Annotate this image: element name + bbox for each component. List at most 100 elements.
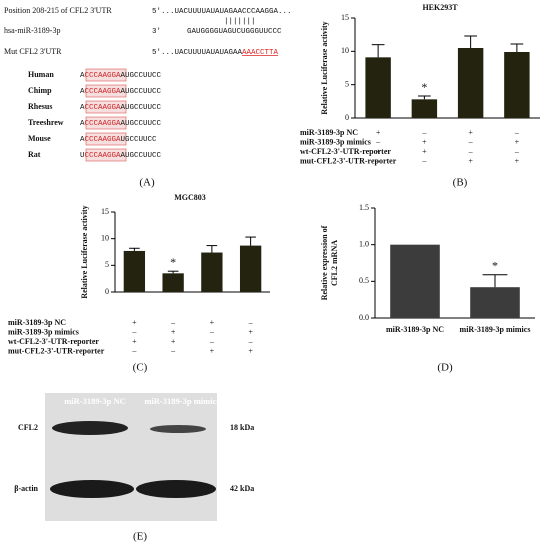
bar	[504, 52, 530, 118]
bar	[470, 287, 520, 318]
y-tick-label: 0.5	[359, 276, 369, 285]
panel-label: (B)	[453, 177, 468, 189]
condition-mark: +	[171, 327, 176, 336]
condition-mark: –	[468, 147, 474, 156]
bar	[201, 252, 223, 292]
size-label: 18 kDa	[230, 423, 254, 432]
chart-title: MGC803	[174, 193, 206, 202]
seq-pre: A	[80, 120, 85, 128]
condition-mark: –	[421, 128, 427, 137]
condition-mark: +	[171, 337, 176, 346]
y-axis-label: Relative expression of	[320, 225, 329, 300]
y-tick-label: 1.0	[359, 239, 369, 248]
y-tick-label: 0	[345, 113, 349, 122]
significance: *	[170, 255, 176, 269]
condition-mark: –	[375, 156, 381, 165]
y-tick-label: 5	[105, 260, 109, 269]
panel-label: (C)	[133, 362, 148, 374]
y-tick-label: 0.0	[359, 313, 369, 322]
species-sequence: ACCCAAGGAAUGCCUUCC	[80, 120, 162, 128]
y-axis-label: Relative Luciferase activity	[320, 21, 329, 114]
y-tick-label: 5	[345, 79, 349, 88]
y-axis-label: CFL2 mRNA	[330, 240, 339, 286]
condition-label: miR-3189-3p NC	[300, 128, 358, 137]
condition-mark: +	[248, 327, 253, 336]
lane-label: miR-3189-3p mimics	[144, 396, 220, 406]
condition-mark: +	[422, 147, 427, 156]
seq-site: CCCAAGGA	[85, 72, 122, 80]
condition-label: wt-CFL2-3'-UTR-reporter	[300, 147, 391, 156]
species-sequence: ACCCAAGGAAUGCCUUCC	[80, 88, 162, 96]
bar	[239, 245, 262, 292]
condition-mark: +	[376, 147, 381, 156]
bar	[457, 48, 484, 118]
condition-mark: +	[515, 137, 520, 146]
bar	[390, 244, 440, 318]
seq-post: AUGCCUUCC	[121, 72, 162, 80]
panel-label: (D)	[437, 362, 453, 374]
bar	[365, 57, 391, 118]
condition-mark: –	[131, 346, 137, 355]
mutation: AAACCTTA	[242, 49, 279, 57]
panel-e: (E)	[45, 393, 217, 543]
condition-mark: +	[132, 318, 137, 327]
condition-mark: +	[210, 346, 215, 355]
species-sequence: ACCCAAGGAAUGCCUUCC	[80, 104, 162, 112]
protein-label: CFL2	[18, 423, 38, 432]
condition-mark: –	[248, 337, 254, 346]
site-box	[85, 68, 127, 82]
condition-mark: –	[421, 156, 427, 165]
seq-site: CCCAAGGA	[85, 120, 122, 128]
y-tick-label: 10	[101, 233, 109, 242]
band	[136, 480, 216, 498]
condition-mark: +	[422, 137, 427, 146]
seq-post: AUGCCUUCC	[121, 120, 162, 128]
condition-label: mut-CFL2-3'-UTR-reporter	[8, 346, 105, 355]
seq-site: CCCAAGGA	[85, 136, 122, 144]
y-axis-label: Relative Luciferase activity	[80, 205, 89, 298]
condition-mark: –	[468, 137, 474, 146]
condition-label: mut-CFL2-3'-UTR-reporter	[300, 156, 397, 165]
mutant-sequence: 5'...UACUUUUAUAUAGAAAAACCTTA	[152, 49, 279, 57]
seq-post: AUGCCUUCC	[121, 152, 162, 160]
protein-label: β-actin	[14, 484, 38, 493]
condition-label: miR-3189-3p mimics	[300, 137, 371, 146]
seq-pre: A	[80, 104, 85, 112]
species-sequence: ACCCAAGGAAUGCCUUCC	[80, 72, 162, 80]
size-label: 42 kDa	[230, 484, 254, 493]
x-tick-label: miR-3189-3p NC	[386, 325, 444, 334]
panel-a: Position 208-215 of CFL2 3'UTR 5'...UACU…	[4, 6, 292, 189]
target-label: Position 208-215 of CFL2 3'UTR	[4, 6, 112, 15]
mutant-label: Mut CFL2 3'UTR	[4, 47, 62, 56]
condition-mark: +	[468, 128, 473, 137]
condition-mark: –	[209, 327, 215, 336]
mirna-label: hsa-miR-3189-3p	[4, 26, 60, 35]
condition-mark: –	[170, 346, 176, 355]
chart-title: HEK293T	[422, 3, 458, 12]
condition-label: miR-3189-3p NC	[8, 318, 66, 327]
pairing: |||||||	[224, 18, 256, 26]
condition-mark: –	[248, 318, 254, 327]
condition-mark: –	[514, 128, 520, 137]
condition-label: miR-3189-3p mimics	[8, 327, 79, 336]
seq-site: CCCAAGGA	[85, 104, 122, 112]
seq-post: UGCCUUCC	[121, 136, 158, 144]
seq-pre: A	[80, 136, 85, 144]
seq-pre: U	[80, 152, 85, 160]
site-box	[85, 84, 127, 98]
site-box	[85, 132, 127, 146]
condition-label: wt-CFL2-3'-UTR-reporter	[8, 337, 99, 346]
condition-mark: +	[132, 337, 137, 346]
species-name: Chimp	[28, 86, 52, 95]
species-name: Rhesus	[28, 102, 52, 111]
blot	[45, 393, 217, 521]
band	[150, 425, 206, 433]
y-tick-label: 10	[341, 46, 349, 55]
species-name: Mouse	[28, 134, 51, 143]
site-box	[85, 148, 127, 162]
condition-mark: +	[248, 346, 253, 355]
condition-mark: –	[170, 318, 176, 327]
mutant-seq: 5'...UACUUUUAUAUAGAA	[152, 49, 243, 57]
species-sequence: ACCCAAGGAUGCCUUCC	[80, 136, 157, 144]
